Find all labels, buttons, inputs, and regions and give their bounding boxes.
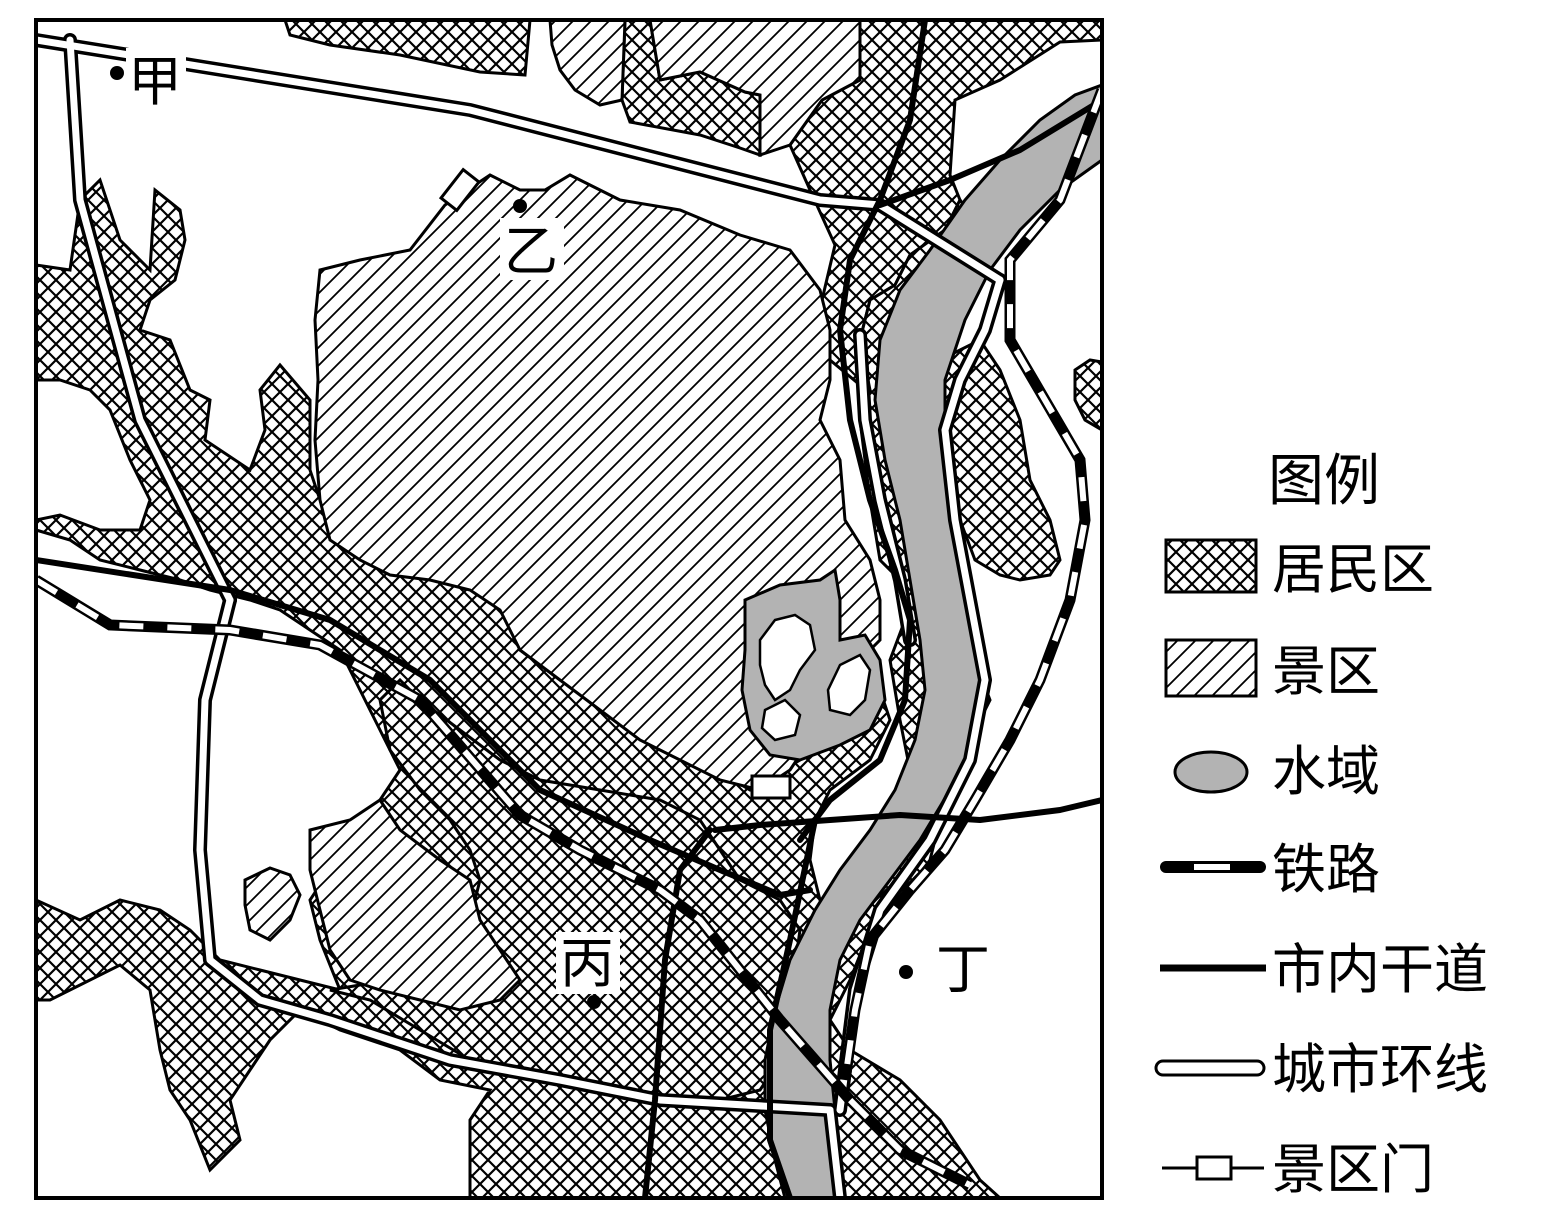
- map-body: 甲 乙 丙 丁: [36, 20, 1102, 1198]
- place-markers: [110, 66, 913, 1009]
- arterial-river-east: [877, 97, 1102, 208]
- legend-item-ring: 城市环线: [1154, 1038, 1488, 1101]
- scenic-gates: [438, 167, 792, 800]
- scenic-small-west: [243, 866, 302, 942]
- arterial-northeast: [797, 20, 928, 843]
- arterial-river-west: [767, 817, 818, 1198]
- scenic-main: [313, 173, 882, 792]
- scenic-top-left: [548, 20, 627, 107]
- place-dot-yi: [513, 199, 527, 213]
- place-label-yi: 乙: [504, 220, 558, 283]
- railways: [36, 88, 1102, 1190]
- scenic-areas: [243, 20, 882, 1012]
- legend: 图例 居民区 景区 水域 铁路 市内干道 城市环线: [1154, 449, 1488, 1201]
- legend-swatch-ring: [1154, 1059, 1266, 1077]
- place-label-jia: 甲: [128, 50, 182, 113]
- legend-label-railway: 铁路: [1272, 838, 1380, 901]
- place-dot-bing: [587, 995, 601, 1009]
- legend-swatch-residential: [1164, 538, 1258, 594]
- legend-label-water: 水域: [1272, 740, 1380, 803]
- legend-item-gate: 景区门: [1162, 1138, 1434, 1201]
- scenic-top-strip: [648, 20, 862, 158]
- place-labels: 甲 乙 丙 丁: [126, 48, 996, 1001]
- arterial-west-east: [36, 557, 813, 898]
- legend-swatch-gate: [1195, 1155, 1233, 1181]
- scenic-gate-south: [750, 774, 792, 800]
- legend-title: 图例: [1268, 449, 1380, 514]
- arterial-roads: [36, 20, 1102, 1198]
- legend-item-scenic: 景区: [1164, 638, 1380, 703]
- scenic-gate-north: [438, 167, 482, 213]
- place-label-bing: 丙: [560, 932, 614, 995]
- island-north: [758, 613, 817, 702]
- legend-label-residential: 居民区: [1272, 538, 1434, 601]
- lake-islands: [758, 613, 872, 742]
- legend-label-arterial: 市内干道: [1272, 938, 1488, 1001]
- legend-item-railway: 铁路: [1160, 838, 1380, 901]
- place-label-ding: 丁: [936, 938, 990, 1001]
- place-dot-jia: [110, 66, 124, 80]
- legend-item-residential: 居民区: [1164, 538, 1434, 601]
- arterial-south-north: [642, 827, 713, 1198]
- legend-swatch-water: [1173, 750, 1249, 794]
- arterial-cross: [712, 797, 1102, 833]
- residential-east-islet: [1073, 358, 1102, 432]
- island-east: [826, 653, 872, 717]
- residential-top-north: [283, 20, 532, 77]
- island-south: [760, 698, 802, 742]
- ring-roads: [36, 33, 1007, 1198]
- map-frame: [34, 18, 1104, 1200]
- legend-item-water: 水域: [1173, 740, 1380, 803]
- legend-item-arterial: 市内干道: [1160, 938, 1488, 1001]
- scenic-southwest: [308, 797, 522, 1012]
- legend-label-scenic: 景区: [1272, 640, 1380, 703]
- legend-label-gate: 景区门: [1272, 1138, 1434, 1201]
- legend-swatch-scenic: [1164, 638, 1258, 698]
- legend-label-ring: 城市环线: [1272, 1038, 1488, 1101]
- place-dot-ding: [899, 965, 913, 979]
